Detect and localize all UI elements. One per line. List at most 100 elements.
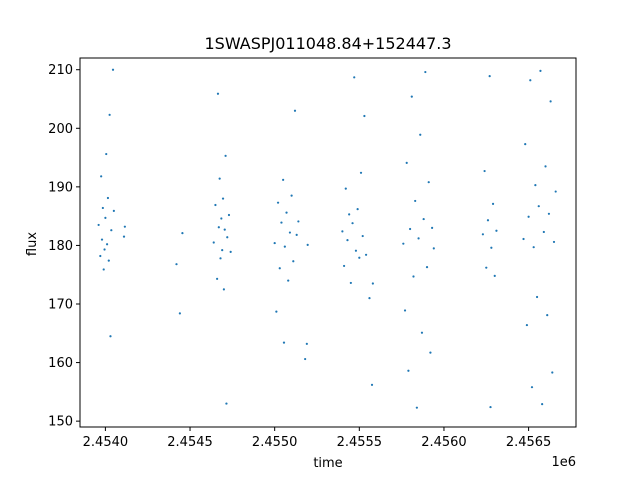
data-point (431, 226, 434, 229)
data-point (371, 282, 374, 285)
plot-frame (79, 57, 577, 428)
data-point (524, 143, 527, 146)
data-point (410, 95, 413, 98)
y-tick-label: 160 (48, 356, 73, 371)
x-tick-label: 2.4545 (167, 435, 213, 450)
data-point (295, 233, 298, 236)
data-point (102, 268, 105, 271)
data-point (551, 371, 554, 374)
data-point (224, 154, 227, 157)
data-point (107, 259, 110, 262)
y-axis-label: flux (25, 232, 40, 256)
data-point (221, 249, 224, 252)
data-point (527, 215, 530, 218)
data-point (304, 357, 307, 361)
data-point (489, 405, 492, 409)
y-tick-label: 170 (48, 298, 73, 313)
data-point (306, 243, 309, 246)
data-point (346, 239, 349, 242)
data-point (432, 247, 435, 250)
x-tick-label: 2.4540 (83, 435, 129, 450)
data-point (218, 177, 221, 180)
data-point (351, 222, 354, 225)
data-point (529, 79, 532, 82)
data-point (276, 201, 280, 204)
data-point (101, 206, 104, 210)
data-point (216, 277, 219, 280)
data-point (354, 249, 358, 252)
data-point (225, 402, 228, 405)
data-point (278, 267, 281, 270)
data-point (415, 406, 418, 409)
data-point (297, 220, 300, 223)
data-point (534, 184, 537, 187)
data-point (104, 216, 107, 219)
data-point (123, 225, 126, 228)
data-point (412, 275, 415, 278)
data-point (364, 253, 368, 256)
data-point (549, 100, 552, 103)
y-axis: 150 160 170 180 190 200 210 (48, 63, 80, 430)
data-point (288, 231, 292, 234)
data-point (282, 341, 286, 344)
data-point (282, 178, 285, 181)
data-point (223, 228, 226, 231)
data-point (280, 221, 283, 224)
data-point (287, 279, 290, 282)
data-point (405, 161, 408, 164)
data-point (417, 237, 420, 240)
data-point (422, 217, 425, 221)
data-point (530, 386, 534, 389)
data-point (490, 246, 493, 249)
y-tick-label: 180 (48, 239, 73, 254)
y-tick-label: 200 (48, 122, 73, 137)
data-point (488, 75, 491, 78)
data-point (532, 246, 535, 249)
data-point (283, 245, 286, 248)
data-point (414, 199, 417, 203)
data-point (420, 331, 424, 334)
data-point (103, 248, 106, 251)
data-point (305, 342, 308, 345)
x-tick-label: 2.4555 (337, 435, 383, 450)
data-point (546, 314, 549, 317)
data-point (106, 196, 110, 200)
data-point (226, 236, 229, 239)
data-point (525, 323, 529, 327)
data-point (229, 250, 232, 253)
data-point (344, 187, 347, 190)
data-point (341, 230, 344, 233)
data-point (111, 68, 115, 71)
data-point (403, 309, 407, 312)
data-point (217, 226, 220, 229)
x-axis-offset-label: 1e6 (551, 455, 576, 470)
data-point (353, 76, 356, 79)
x-axis-label: time (313, 456, 342, 471)
data-point (424, 70, 427, 74)
data-point (214, 203, 217, 207)
data-point (539, 69, 542, 72)
data-point (181, 232, 184, 235)
data-point (363, 114, 366, 118)
data-point (522, 237, 525, 241)
data-point (175, 263, 178, 266)
data-point (122, 235, 126, 238)
data-point (273, 241, 276, 245)
data-point (409, 227, 412, 231)
data-point (219, 257, 222, 260)
data-point (220, 217, 223, 220)
data-point (212, 241, 215, 244)
chart-title: 1SWASPJ011048.84+152447.3 (204, 34, 451, 53)
data-point (349, 281, 352, 285)
data-point (419, 133, 422, 136)
data-point (491, 202, 495, 205)
y-tick-label: 150 (48, 415, 73, 430)
data-point (537, 205, 540, 208)
x-tick-label: 2.4550 (252, 435, 298, 450)
data-point (427, 181, 430, 184)
data-point (542, 230, 545, 234)
data-point (275, 310, 278, 313)
data-point (481, 233, 484, 236)
data-point (358, 256, 361, 259)
data-point (290, 194, 293, 197)
